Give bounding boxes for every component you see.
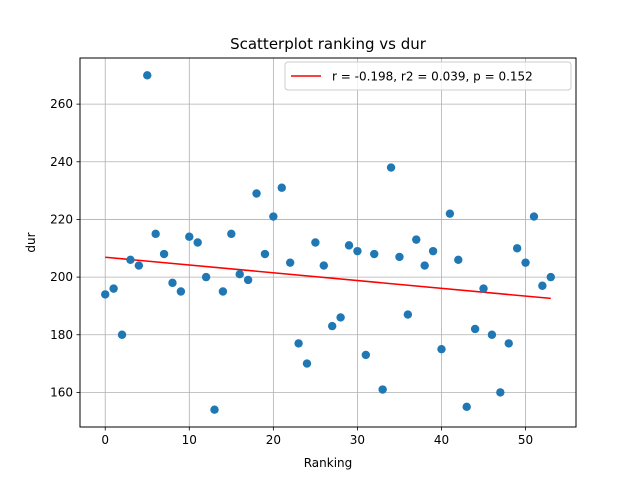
x-tick-label: 50 [518,433,533,447]
data-point [176,287,186,296]
data-point [159,249,169,259]
plot-frame [79,57,577,428]
data-point [311,238,320,247]
data-point [428,246,438,256]
data-point [328,321,337,331]
data-point [445,209,455,218]
y-tick-label: 180 [50,328,73,342]
fit-line-group [105,256,551,300]
data-point [260,249,270,259]
data-point [529,212,539,221]
data-point [336,313,345,322]
data-point [235,270,244,279]
data-point [277,183,286,192]
data-point [546,272,555,282]
x-tick-label: 10 [182,433,197,447]
data-point [496,388,505,397]
y-tick-label: 220 [50,212,73,226]
data-point [386,163,396,172]
data-point [218,287,228,296]
data-point [185,232,194,241]
data-point [168,278,177,288]
y-tick-label: 240 [50,155,73,169]
y-tick-label: 200 [50,270,73,284]
y-tick-label: 260 [50,97,73,111]
data-point [504,339,513,348]
data-point [437,344,446,354]
plot-area [80,58,576,427]
data-point [378,385,387,394]
data-point [319,261,328,270]
x-tick-label: 40 [434,433,449,447]
data-point [126,255,135,264]
legend-box [284,61,572,91]
data-point [252,189,261,198]
grid-lines [80,58,576,427]
data-point [285,258,295,267]
data-point [344,241,354,250]
data-point [479,284,488,293]
data-point [512,244,522,253]
x-axis-ticks: 0 10 20 30 40 50 [101,427,533,447]
x-axis-label: Ranking [304,456,353,470]
data-point [538,281,547,290]
data-point [294,339,303,348]
data-point [361,350,371,360]
data-point [109,284,118,293]
data-point [521,258,530,267]
data-point [210,405,219,414]
fit-line [105,256,551,300]
data-point [269,212,278,221]
y-tick-label: 160 [50,385,73,399]
data-point [420,261,429,270]
x-tick-label: 0 [101,433,109,447]
x-tick-label: 30 [350,433,365,447]
x-tick-label: 20 [266,433,281,447]
data-point [227,229,236,239]
data-point [462,402,471,412]
chart-title: Scatterplot ranking vs dur [230,35,427,53]
data-point [395,252,404,262]
data-point [117,330,127,339]
data-point [487,330,497,339]
data-point [403,310,413,319]
data-point [243,275,253,285]
y-axis-label: dur [24,232,38,252]
data-point [412,235,421,244]
data-point [353,246,362,256]
data-point [454,255,463,264]
data-point [151,229,160,239]
data-point [470,324,480,334]
data-point [302,359,312,368]
data-point [193,238,202,247]
data-point [134,261,144,270]
data-point [370,249,379,259]
data-points [101,71,555,414]
y-axis-ticks: 160 180 200 220 240 260 [50,97,80,399]
data-point [143,71,152,80]
legend: r = -0.198, r2 = 0.039, p = 0.152 [284,61,572,91]
legend-label: r = -0.198, r2 = 0.039, p = 0.152 [332,70,533,84]
data-point [101,290,110,299]
data-point [201,272,211,282]
